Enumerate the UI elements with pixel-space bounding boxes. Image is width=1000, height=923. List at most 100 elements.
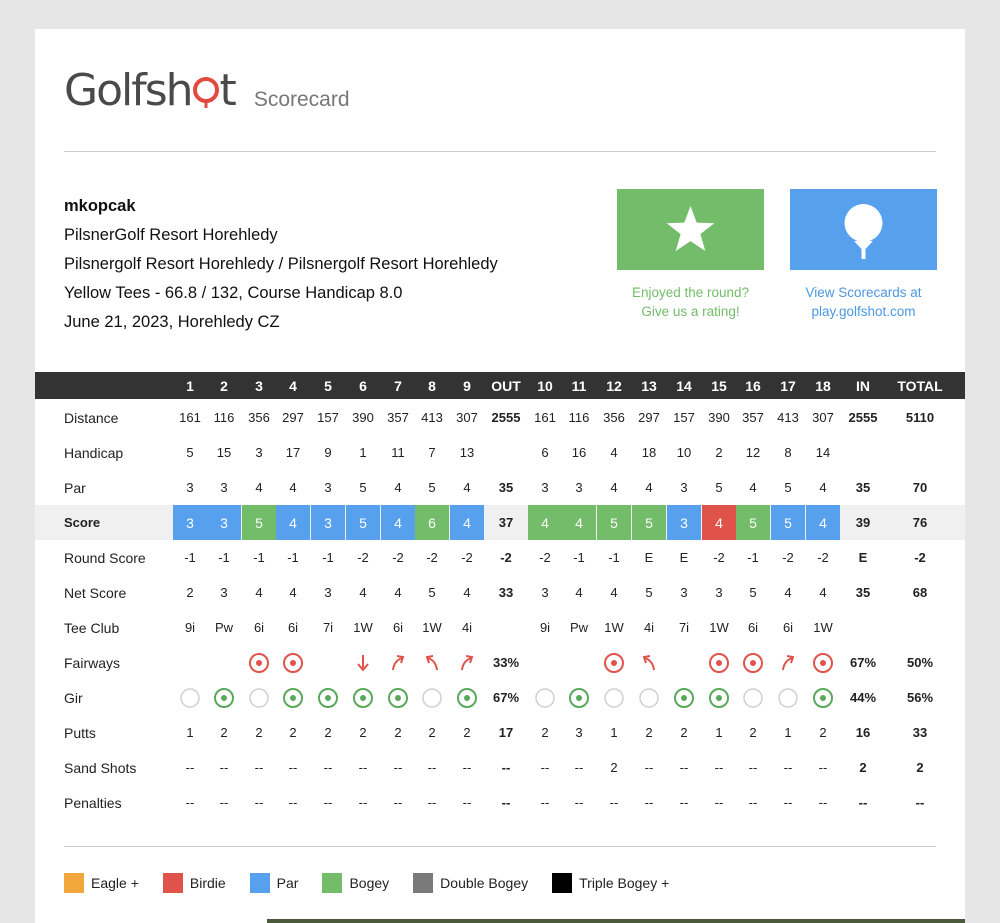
cell-round-score: -2 [914, 550, 926, 565]
cell-par: 5 [359, 480, 367, 495]
legend-item: Par [249, 873, 299, 893]
cell-fairways [771, 645, 805, 680]
row-penalties: Penalties -- -- -- -- -- -- -- -- -- -- -- -- -- -- -- -… [35, 785, 965, 820]
cell-score: 37 [498, 515, 514, 530]
view-scorecards-button[interactable] [790, 189, 937, 270]
legend-label: Par [276, 875, 299, 891]
cell-distance: 307 [456, 410, 478, 425]
golfshot-logo: Golfsh t [64, 65, 237, 116]
legend-item: Triple Bogey + [552, 873, 669, 893]
cell-gir [415, 680, 449, 715]
view-scorecards-link[interactable]: View Scorecards at play.golfshot.com [805, 285, 922, 319]
cell-fairways [806, 645, 840, 680]
cell-putts: 33 [912, 725, 928, 740]
cell-fairways [736, 645, 770, 680]
cell-penalties: -- [609, 795, 619, 810]
cell-putts: 2 [289, 725, 297, 740]
cell-penalties: -- [818, 795, 828, 810]
cell-penalties: -- [288, 795, 298, 810]
cell-handicap: 16 [571, 445, 587, 460]
cell-gir [450, 680, 484, 715]
legend-swatch [64, 873, 84, 893]
cell-par: 3 [324, 480, 332, 495]
gir-miss-icon [743, 687, 763, 708]
legend-label: Eagle + [91, 875, 139, 891]
course-photo [267, 919, 965, 923]
gir-hit-icon [813, 687, 833, 708]
cell-score: 6 [415, 505, 449, 540]
cell-score: 3 [311, 505, 345, 540]
gir-miss-icon [249, 687, 269, 708]
cell-fairways [346, 645, 380, 680]
scorecard-page: Golfsh t Scorecard mkopcak PilsnerGolf Re… [35, 29, 965, 923]
cell-gir [597, 680, 631, 715]
gir-hit-icon [388, 687, 408, 708]
cell-round-score: -2 [461, 550, 473, 565]
rate-round-button[interactable] [617, 189, 764, 270]
cell-par: 4 [749, 480, 757, 495]
cell-net-score: 4 [575, 585, 583, 600]
arrow-left-miss-icon [642, 654, 655, 670]
cell-handicap: 12 [745, 445, 761, 460]
cell-par: 4 [394, 480, 402, 495]
cell-sand-shots: 2 [859, 760, 867, 775]
cell-round-score: -2 [426, 550, 438, 565]
cell-tee-club: 6i [782, 620, 794, 635]
cell-fairways: 50% [906, 655, 934, 670]
cell-tee-club: 9i [539, 620, 551, 635]
cell-par: 35 [498, 480, 514, 495]
cell-sand-shots: -- [783, 760, 793, 775]
cell-par: 35 [855, 480, 871, 495]
cell-tee-club: 1W [709, 620, 729, 635]
cell-round-score: -2 [817, 550, 829, 565]
course-name: Pilsnergolf Resort Horehledy / Pilsnergo… [64, 255, 498, 273]
cell-net-score: 4 [359, 585, 367, 600]
cell-sand-shots: -- [818, 760, 828, 775]
cell-fairways: 67% [849, 655, 877, 670]
row-label: Score [64, 515, 101, 530]
cell-handicap: 7 [428, 445, 436, 460]
arrow-right-miss-icon [392, 654, 405, 670]
fairway-hit-icon [709, 652, 729, 673]
cell-sand-shots: -- [540, 760, 550, 775]
cell-fairways [173, 645, 207, 680]
cell-gir [276, 680, 310, 715]
gir-hit-icon [318, 687, 338, 708]
arrow-down-icon [357, 654, 369, 672]
cell-putts: 2 [645, 725, 653, 740]
cell-distance: 356 [603, 410, 625, 425]
cell-tee-club [485, 610, 527, 645]
cell-fairways: 33% [492, 655, 520, 670]
fairway-hit-icon [813, 652, 833, 673]
arrow-right-miss-icon [461, 654, 474, 670]
row-label: Fairways [64, 654, 121, 671]
cell-net-score: 3 [220, 585, 228, 600]
cell-tee-club: 6i [253, 620, 265, 635]
cell-tee-club [891, 610, 949, 645]
column-header: 11 [571, 377, 587, 394]
cell-distance: 297 [282, 410, 304, 425]
cell-penalties: -- [427, 795, 437, 810]
cell-score: 4 [450, 505, 484, 540]
cell-gir [207, 680, 241, 715]
legend-label: Bogey [349, 875, 390, 891]
cell-net-score: 4 [463, 585, 471, 600]
cell-distance: 390 [708, 410, 730, 425]
cell-penalties: -- [219, 795, 229, 810]
gir-hit-icon [709, 687, 729, 708]
fairway-hit-icon [743, 652, 763, 673]
cell-par: 4 [610, 480, 618, 495]
cell-penalties: -- [714, 795, 724, 810]
rate-round-caption[interactable]: Enjoyed the round? Give us a rating! [631, 285, 750, 319]
row-round-score: Round Score -1 -1 -1 -1 -1 -2 -2 -2 -2 -2 -2 -1 -1 E E -… [35, 540, 965, 575]
column-header: 12 [606, 377, 622, 394]
cell-distance: 157 [673, 410, 695, 425]
cell-penalties: -- [858, 795, 868, 810]
cell-putts: 2 [819, 725, 827, 740]
cell-penalties: -- [185, 795, 195, 810]
brand-header: Golfsh t Scorecard [64, 69, 350, 113]
cell-round-score: -2 [500, 550, 512, 565]
legend-swatch [552, 873, 573, 893]
legend-item: Birdie [162, 873, 226, 893]
cell-putts: 2 [394, 725, 402, 740]
